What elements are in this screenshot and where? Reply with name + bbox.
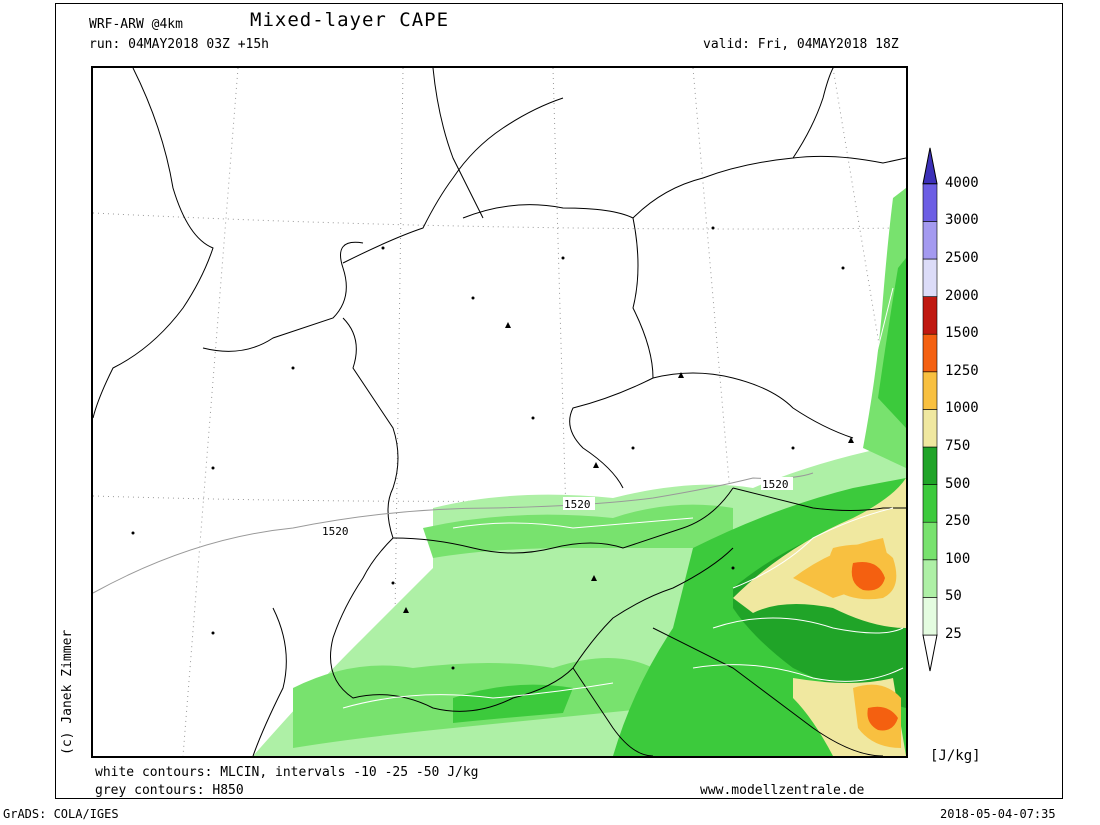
color-legend-box [922, 559, 938, 598]
borders [93, 68, 906, 756]
city-markers [131, 226, 845, 670]
mlcin-contours [342, 287, 904, 709]
cape-shading [253, 188, 906, 756]
color-legend-box [922, 296, 938, 335]
color-legend-box [922, 258, 938, 297]
units-label: [J/kg] [930, 748, 981, 764]
contour-label: 1520 [564, 498, 591, 511]
color-legend-label: 3000 [945, 212, 979, 229]
color-legend-label: 500 [945, 475, 971, 492]
map-canvas: 1520 1520 1520 [93, 68, 906, 756]
h850-contours [93, 472, 814, 594]
color-legend-label: 25 [945, 626, 962, 642]
color-legend-label: 4000 [945, 174, 979, 191]
color-legend-label: 2000 [945, 287, 979, 304]
map-panel: 1520 1520 1520 [91, 66, 908, 758]
color-legend-label: 250 [945, 513, 971, 530]
color-legend-box [922, 371, 938, 410]
color-legend-label: 1000 [945, 400, 979, 417]
color-legend-label: 100 [945, 550, 971, 567]
color-legend-label: 1500 [945, 325, 979, 342]
color-legend-box [922, 521, 938, 561]
color-legend-box [922, 409, 938, 448]
software-label: GrADS: COLA/IGES [3, 807, 119, 821]
color-legend-max-arrow [922, 147, 938, 185]
color-legend-box [922, 484, 938, 523]
timestamp-label: 2018-05-04-07:35 [940, 807, 1056, 821]
website-label: www.modellzentrale.de [700, 783, 865, 798]
color-legend-boxes [922, 147, 938, 672]
run-label: run: 04MAY2018 03Z +15h [89, 37, 270, 52]
color-legend [922, 147, 938, 672]
mountain-markers [403, 322, 854, 613]
white-contours-note: white contours: MLCIN, intervals -10 -25… [95, 765, 479, 780]
color-legend-box [922, 221, 938, 260]
figure-frame [55, 3, 1063, 799]
color-legend-box [922, 597, 938, 636]
color-legend-min-arrow [922, 634, 938, 672]
color-legend-box [922, 446, 938, 485]
credit-label: (c) Janek Zimmer [60, 629, 75, 755]
contour-label: 1520 [762, 478, 789, 491]
chart-title: Mixed-layer CAPE [250, 9, 450, 31]
model-label: WRF-ARW @4km [89, 17, 183, 32]
color-legend-box [922, 183, 938, 222]
color-legend-label: 50 [945, 588, 962, 605]
grey-contours-note: grey contours: H850 [95, 783, 244, 798]
contour-label: 1520 [322, 525, 349, 538]
color-legend-label: 750 [945, 438, 971, 454]
color-legend-label: 2500 [945, 250, 979, 266]
color-legend-label: 1250 [945, 362, 979, 379]
valid-label: valid: Fri, 04MAY2018 18Z [703, 37, 899, 52]
color-legend-box [922, 333, 938, 373]
